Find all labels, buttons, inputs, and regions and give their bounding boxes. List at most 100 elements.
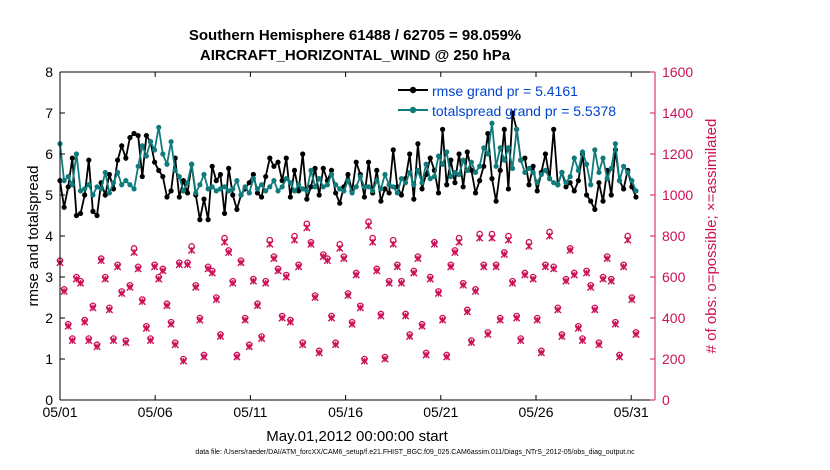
obs-assimilated-point	[492, 263, 500, 271]
obs-assimilated-point	[134, 265, 142, 273]
obs-assimilated-point	[118, 289, 126, 298]
totalspread-point	[164, 161, 170, 167]
obs-assimilated-point	[286, 318, 295, 326]
obs-assimilated-point	[294, 263, 303, 271]
obs-assimilated-point	[282, 273, 290, 281]
totalspread-point	[612, 141, 618, 147]
rmse-point	[477, 178, 483, 184]
totalspread-point	[514, 126, 520, 132]
rmse-point	[131, 130, 137, 137]
obs-assimilated-point	[109, 336, 118, 345]
totalspread-point	[415, 167, 421, 173]
totalspread-point	[365, 184, 372, 190]
rmse-point	[386, 190, 392, 196]
totalspread-point	[542, 167, 549, 173]
totalspread-point	[456, 171, 462, 178]
rmse-point	[361, 194, 368, 200]
totalspread-point	[308, 167, 314, 173]
obs-assimilated-point	[595, 340, 603, 349]
rmse-point	[73, 212, 80, 219]
totalspread-point	[555, 182, 561, 188]
rmse-point	[526, 182, 532, 188]
rmse-point	[600, 198, 606, 204]
totalspread-point	[538, 171, 544, 178]
y-tick-label: 5	[45, 187, 53, 203]
obs-assimilated-point	[253, 302, 262, 310]
rmse-point	[312, 165, 318, 171]
obs-assimilated-point	[508, 279, 517, 287]
totalspread-point	[546, 176, 553, 182]
rmse-point	[197, 217, 203, 223]
totalspread-point	[489, 120, 495, 126]
totalspread-point	[193, 190, 199, 196]
totalspread-point	[61, 178, 67, 184]
totalspread-point	[402, 180, 409, 186]
obs-assimilated-point	[220, 238, 229, 246]
x-tick-label: 05/26	[518, 404, 553, 420]
obs-assimilated-point	[488, 234, 496, 242]
obs-assimilated-point	[208, 269, 216, 277]
obs-assimilated-point	[274, 267, 282, 275]
totalspread-point	[197, 182, 203, 188]
rmse-point	[567, 180, 573, 186]
rmse-point	[571, 188, 577, 194]
rmse-point	[460, 184, 466, 190]
obs-assimilated-point	[179, 357, 188, 365]
totalspread-point	[481, 145, 487, 151]
rmse-point	[596, 180, 602, 186]
rmse-point	[468, 167, 474, 173]
totalspread-point	[382, 171, 388, 178]
totalspread-point	[156, 124, 162, 130]
totalspread-point	[431, 173, 437, 180]
obs-assimilated-point	[233, 353, 241, 361]
totalspread-point	[361, 184, 368, 190]
rmse-point	[271, 163, 277, 169]
rmse-point	[608, 192, 614, 198]
totalspread-point	[485, 151, 491, 157]
obs-assimilated-point	[150, 263, 159, 271]
rmse-point	[493, 198, 499, 204]
totalspread-point	[468, 159, 474, 165]
y-tick-label: 0	[45, 392, 53, 408]
totalspread-point	[106, 190, 112, 196]
totalspread-point	[102, 169, 108, 176]
obs-assimilated-point	[340, 254, 348, 263]
totalspread-point	[386, 182, 392, 188]
plot-area	[60, 72, 655, 400]
totalspread-point	[435, 153, 442, 159]
obs-assimilated-point	[368, 238, 377, 246]
totalspread-point	[460, 157, 466, 163]
obs-assimilated-point	[60, 287, 68, 296]
totalspread-point	[221, 184, 228, 190]
obs-assimilated-point	[146, 336, 155, 345]
obs-assimilated-point	[105, 306, 114, 314]
obs-assimilated-point	[410, 269, 418, 277]
rmse-point	[353, 159, 359, 165]
rmse-point	[226, 165, 232, 171]
rmse-point	[263, 173, 269, 180]
rmse-point	[291, 167, 298, 173]
obs-assimilated-point	[183, 261, 192, 269]
rmse-point	[563, 184, 569, 190]
legend-rmse-marker	[409, 86, 417, 94]
totalspread-point	[238, 192, 244, 198]
obs-assimilated-point	[537, 349, 546, 357]
totalspread-point	[427, 176, 433, 182]
obs-assimilated-point	[599, 275, 607, 283]
rmse-point	[588, 198, 594, 204]
rmse-point	[184, 190, 191, 196]
obs-assimilated-point	[344, 291, 352, 300]
rmse-point	[534, 188, 540, 194]
obs-assimilated-point	[426, 275, 434, 283]
rmse-point	[390, 147, 396, 153]
obs-assimilated-point	[323, 256, 332, 265]
obs-assimilated-point	[422, 351, 430, 359]
rmse-point	[258, 194, 265, 200]
obs-assimilated-point	[517, 336, 525, 345]
obs-assimilated-point	[443, 353, 451, 361]
totalspread-point	[567, 173, 573, 180]
rmse-point	[522, 155, 528, 161]
obs-assimilated-point	[122, 338, 130, 347]
obs-assimilated-point	[130, 248, 138, 257]
rmse-point	[464, 149, 470, 155]
